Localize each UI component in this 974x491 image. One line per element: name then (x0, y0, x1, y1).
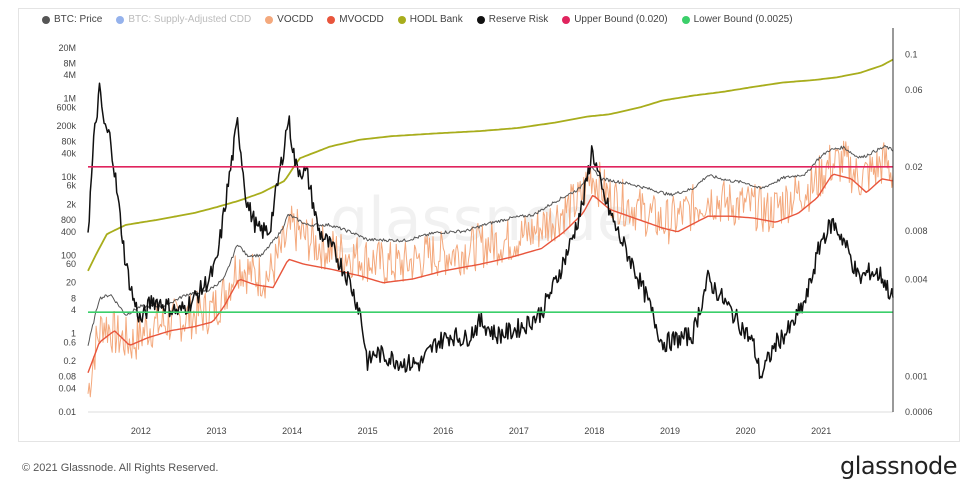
y-right-tick-label: 0.004 (905, 274, 928, 284)
x-tick-label: 2019 (660, 426, 680, 436)
y-left-tick-label: 20M (58, 43, 76, 53)
y-left-tick-label: 0.04 (58, 383, 76, 393)
y-left-tick-label: 200k (56, 121, 76, 131)
legend-label: Reserve Risk (488, 14, 549, 25)
y-right-tick-label: 0.02 (905, 162, 923, 172)
legend-dot-icon (562, 15, 571, 24)
y-left-tick-label: 2k (66, 199, 76, 209)
y-right-tick-label: 0.06 (905, 85, 923, 95)
y-left-tick-label: 10k (61, 172, 76, 182)
series-line-reserve (87, 82, 894, 380)
y-left-tick-label: 100 (61, 250, 76, 260)
legend-label: Lower Bound (0.0025) (693, 14, 793, 25)
legend-label: Upper Bound (0.020) (574, 14, 668, 25)
legend-dot-icon (397, 15, 406, 24)
series-line-hodl (87, 58, 894, 272)
y-left-tick-label: 6k (66, 181, 76, 191)
y-left-tick-label: 4 (71, 305, 76, 315)
legend-label: BTC: Supply-Adjusted CDD (128, 14, 252, 25)
legend-item-hodl[interactable]: HODL Bank (397, 14, 463, 25)
legend-item-supply-cdd[interactable]: BTC: Supply-Adjusted CDD (116, 14, 251, 25)
y-right-tick-label: 0.0006 (905, 407, 933, 417)
y-left-tick-label: 1M (63, 94, 76, 104)
series-line-vocdd (87, 140, 894, 398)
y-left-tick-label: 8M (63, 58, 76, 68)
legend-label: MVOCDD (339, 14, 384, 25)
y-left-tick-label: 400 (61, 227, 76, 237)
legend-item-vocdd[interactable]: VOCDD (265, 14, 313, 25)
legend-dot-icon (42, 15, 50, 24)
legend-label: BTC: Price (54, 14, 103, 25)
legend-dot-icon (265, 15, 274, 24)
y-left-tick-label: 40k (61, 148, 76, 158)
y-left-tick-label: 0.2 (63, 356, 76, 366)
legend-dot-icon (681, 15, 690, 24)
x-tick-label: 2020 (736, 426, 756, 436)
y-right-tick-label: 0.1 (905, 49, 918, 59)
series-line-price (87, 144, 894, 346)
y-left-tick-label: 80k (61, 137, 76, 147)
chart-legend: BTC: Price BTC: Supply-Adjusted CDD VOCDD M… (42, 14, 793, 25)
y-left-tick-label: 0.08 (58, 372, 76, 382)
legend-item-upper[interactable]: Upper Bound (0.020) (562, 14, 668, 25)
y-left-tick-label: 20 (66, 278, 76, 288)
y-left-tick-label: 4M (63, 70, 76, 80)
y-left-tick-label: 0.6 (63, 337, 76, 347)
x-tick-label: 2018 (584, 426, 604, 436)
legend-item-reserve[interactable]: Reserve Risk (476, 14, 549, 25)
y-left-tick-label: 0.01 (58, 407, 76, 417)
y-right-tick-label: 0.008 (905, 226, 928, 236)
y-left-tick-label: 600k (56, 102, 76, 112)
y-left-tick-label: 8 (71, 293, 76, 303)
x-tick-label: 2016 (433, 426, 453, 436)
legend-item-mvocdd[interactable]: MVOCDD (327, 14, 384, 25)
x-tick-label: 2015 (358, 426, 378, 436)
x-tick-label: 2012 (131, 426, 151, 436)
legend-item-lower[interactable]: Lower Bound (0.0025) (681, 14, 793, 25)
legend-label: HODL Bank (409, 14, 463, 25)
glassnode-logo: glassnode (840, 452, 958, 480)
y-right-tick-label: 0.001 (905, 371, 928, 381)
copyright-text: © 2021 Glassnode. All Rights Reserved. (22, 462, 219, 474)
legend-dot-icon (476, 15, 485, 24)
x-tick-label: 2014 (282, 426, 302, 436)
y-left-tick-label: 800 (61, 215, 76, 225)
watermark-text: glassnode (330, 185, 634, 255)
legend-dot-icon (116, 15, 125, 24)
legend-label: VOCDD (277, 14, 314, 25)
legend-item-price[interactable]: BTC: Price (42, 14, 102, 25)
x-tick-label: 2017 (509, 426, 529, 436)
x-tick-label: 2013 (206, 426, 226, 436)
y-left-tick-label: 1 (71, 329, 76, 339)
legend-dot-icon (327, 15, 336, 24)
x-tick-label: 2021 (811, 426, 831, 436)
y-left-tick-label: 60 (66, 259, 76, 269)
series-line-mvocdd (87, 173, 894, 374)
